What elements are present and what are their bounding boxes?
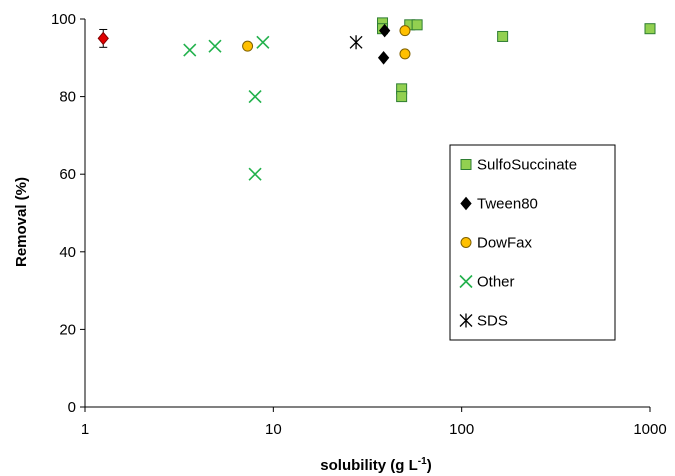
x-axis-label-main: solubility (g L <box>320 457 418 474</box>
series <box>377 23 391 65</box>
x-marker <box>183 43 197 57</box>
x-axis-label-superscript: -1 <box>418 456 427 467</box>
legend-box <box>449 144 616 341</box>
diamond-marker <box>377 51 390 65</box>
series <box>97 28 109 48</box>
legend-label: Other <box>477 274 515 291</box>
legend-item: SDS <box>459 313 508 330</box>
x-tick-label: 10 <box>265 421 282 438</box>
legend-label: DowFax <box>477 235 533 252</box>
series <box>349 35 363 50</box>
asterisk-marker <box>459 313 473 328</box>
circle-marker <box>460 237 472 248</box>
circle-marker <box>399 48 411 60</box>
legend-label: Tween80 <box>477 196 538 213</box>
x-marker <box>248 90 262 104</box>
x-axis-label: solubility (g L-1) <box>320 456 431 474</box>
series <box>183 35 270 181</box>
legend: SulfoSuccinate Tween80 DowFax Other SDS <box>449 144 616 341</box>
square-marker <box>644 23 656 35</box>
legend-item: DowFax <box>460 235 533 252</box>
x-marker <box>459 274 473 289</box>
circle-marker <box>242 40 254 52</box>
legend-item: Other <box>459 274 515 291</box>
x-axis-label-end: ) <box>427 457 432 474</box>
series <box>242 25 411 60</box>
y-tick-label: 20 <box>59 321 76 338</box>
square-marker <box>497 30 509 42</box>
x-marker <box>208 39 222 53</box>
x-marker <box>248 167 262 181</box>
x-marker <box>256 35 270 49</box>
y-axis-label: Removal (%) <box>13 177 30 267</box>
asterisk-marker <box>349 35 363 50</box>
y-tick-label: 100 <box>51 11 76 28</box>
y-tick-label: 60 <box>59 166 76 183</box>
legend-item: Tween80 <box>460 196 538 213</box>
y-tick-label: 80 <box>59 89 76 106</box>
square-marker <box>396 91 408 103</box>
legend-label: SulfoSuccinate <box>477 157 577 174</box>
axes: 0 20 40 60 80 100 1 10 100 1000 <box>51 11 667 438</box>
series <box>377 17 656 103</box>
x-tick-label: 1 <box>81 421 89 438</box>
circle-marker <box>399 25 411 37</box>
diamond-marker <box>378 23 391 38</box>
square-marker <box>411 19 423 31</box>
legend-label: SDS <box>477 313 508 330</box>
legend-item: SulfoSuccinate <box>460 157 577 174</box>
x-tick-label: 1000 <box>633 421 666 438</box>
y-tick-label: 0 <box>68 399 76 416</box>
y-tick-label: 40 <box>59 244 76 261</box>
x-tick-label: 100 <box>449 421 474 438</box>
square-marker <box>460 159 472 170</box>
diamond-marker <box>460 196 472 211</box>
data-points <box>97 17 656 181</box>
diamond-marker <box>97 31 109 46</box>
